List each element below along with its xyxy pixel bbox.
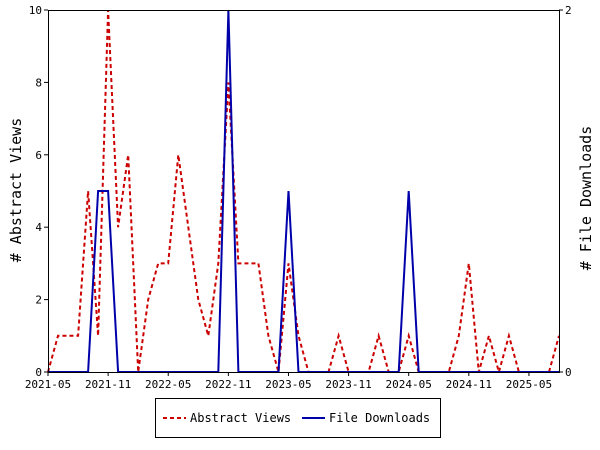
x-tick-label: 2022-05 (145, 378, 191, 391)
y-left-tick-label: 2 (35, 294, 42, 307)
legend-label-abstract-views: Abstract Views (190, 411, 291, 425)
x-tick-label: 2022-11 (205, 378, 251, 391)
x-tick-label: 2023-11 (325, 378, 371, 391)
legend-label-file-downloads: File Downloads (329, 411, 430, 425)
legend-box (155, 398, 441, 438)
y-right-tick-label: 0 (565, 366, 572, 379)
legend: Abstract Views File Downloads (155, 398, 441, 438)
x-tick-label: 2024-11 (446, 378, 492, 391)
plot-frame (48, 10, 560, 373)
y-axis-left-title: # Abstract Views (7, 118, 25, 263)
axes: 0 2 4 6 8 10 0 2 2021-05 2021-11 2022-05 2022-11 202… (25, 4, 572, 391)
y-left-tick-label: 8 (35, 76, 42, 89)
x-tick-label: 2021-11 (85, 378, 131, 391)
y-left-tick-label: 0 (35, 366, 42, 379)
x-tick-label: 2023-05 (265, 378, 311, 391)
y-axis-right-title: # File Downloads (577, 126, 595, 271)
x-tick-label: 2021-05 (25, 378, 71, 391)
y-left-tick-label: 10 (29, 4, 42, 17)
y-right-tick-label: 2 (565, 4, 572, 17)
y-left-tick-label: 6 (35, 149, 42, 162)
plot-area (47, 9, 560, 376)
series-line-file-downloads (48, 9, 559, 373)
x-tick-label: 2025-05 (506, 378, 552, 391)
series-line-abstract-views (47, 9, 560, 376)
y-left-tick-label: 4 (35, 221, 42, 234)
x-tick-label: 2024-05 (386, 378, 432, 391)
